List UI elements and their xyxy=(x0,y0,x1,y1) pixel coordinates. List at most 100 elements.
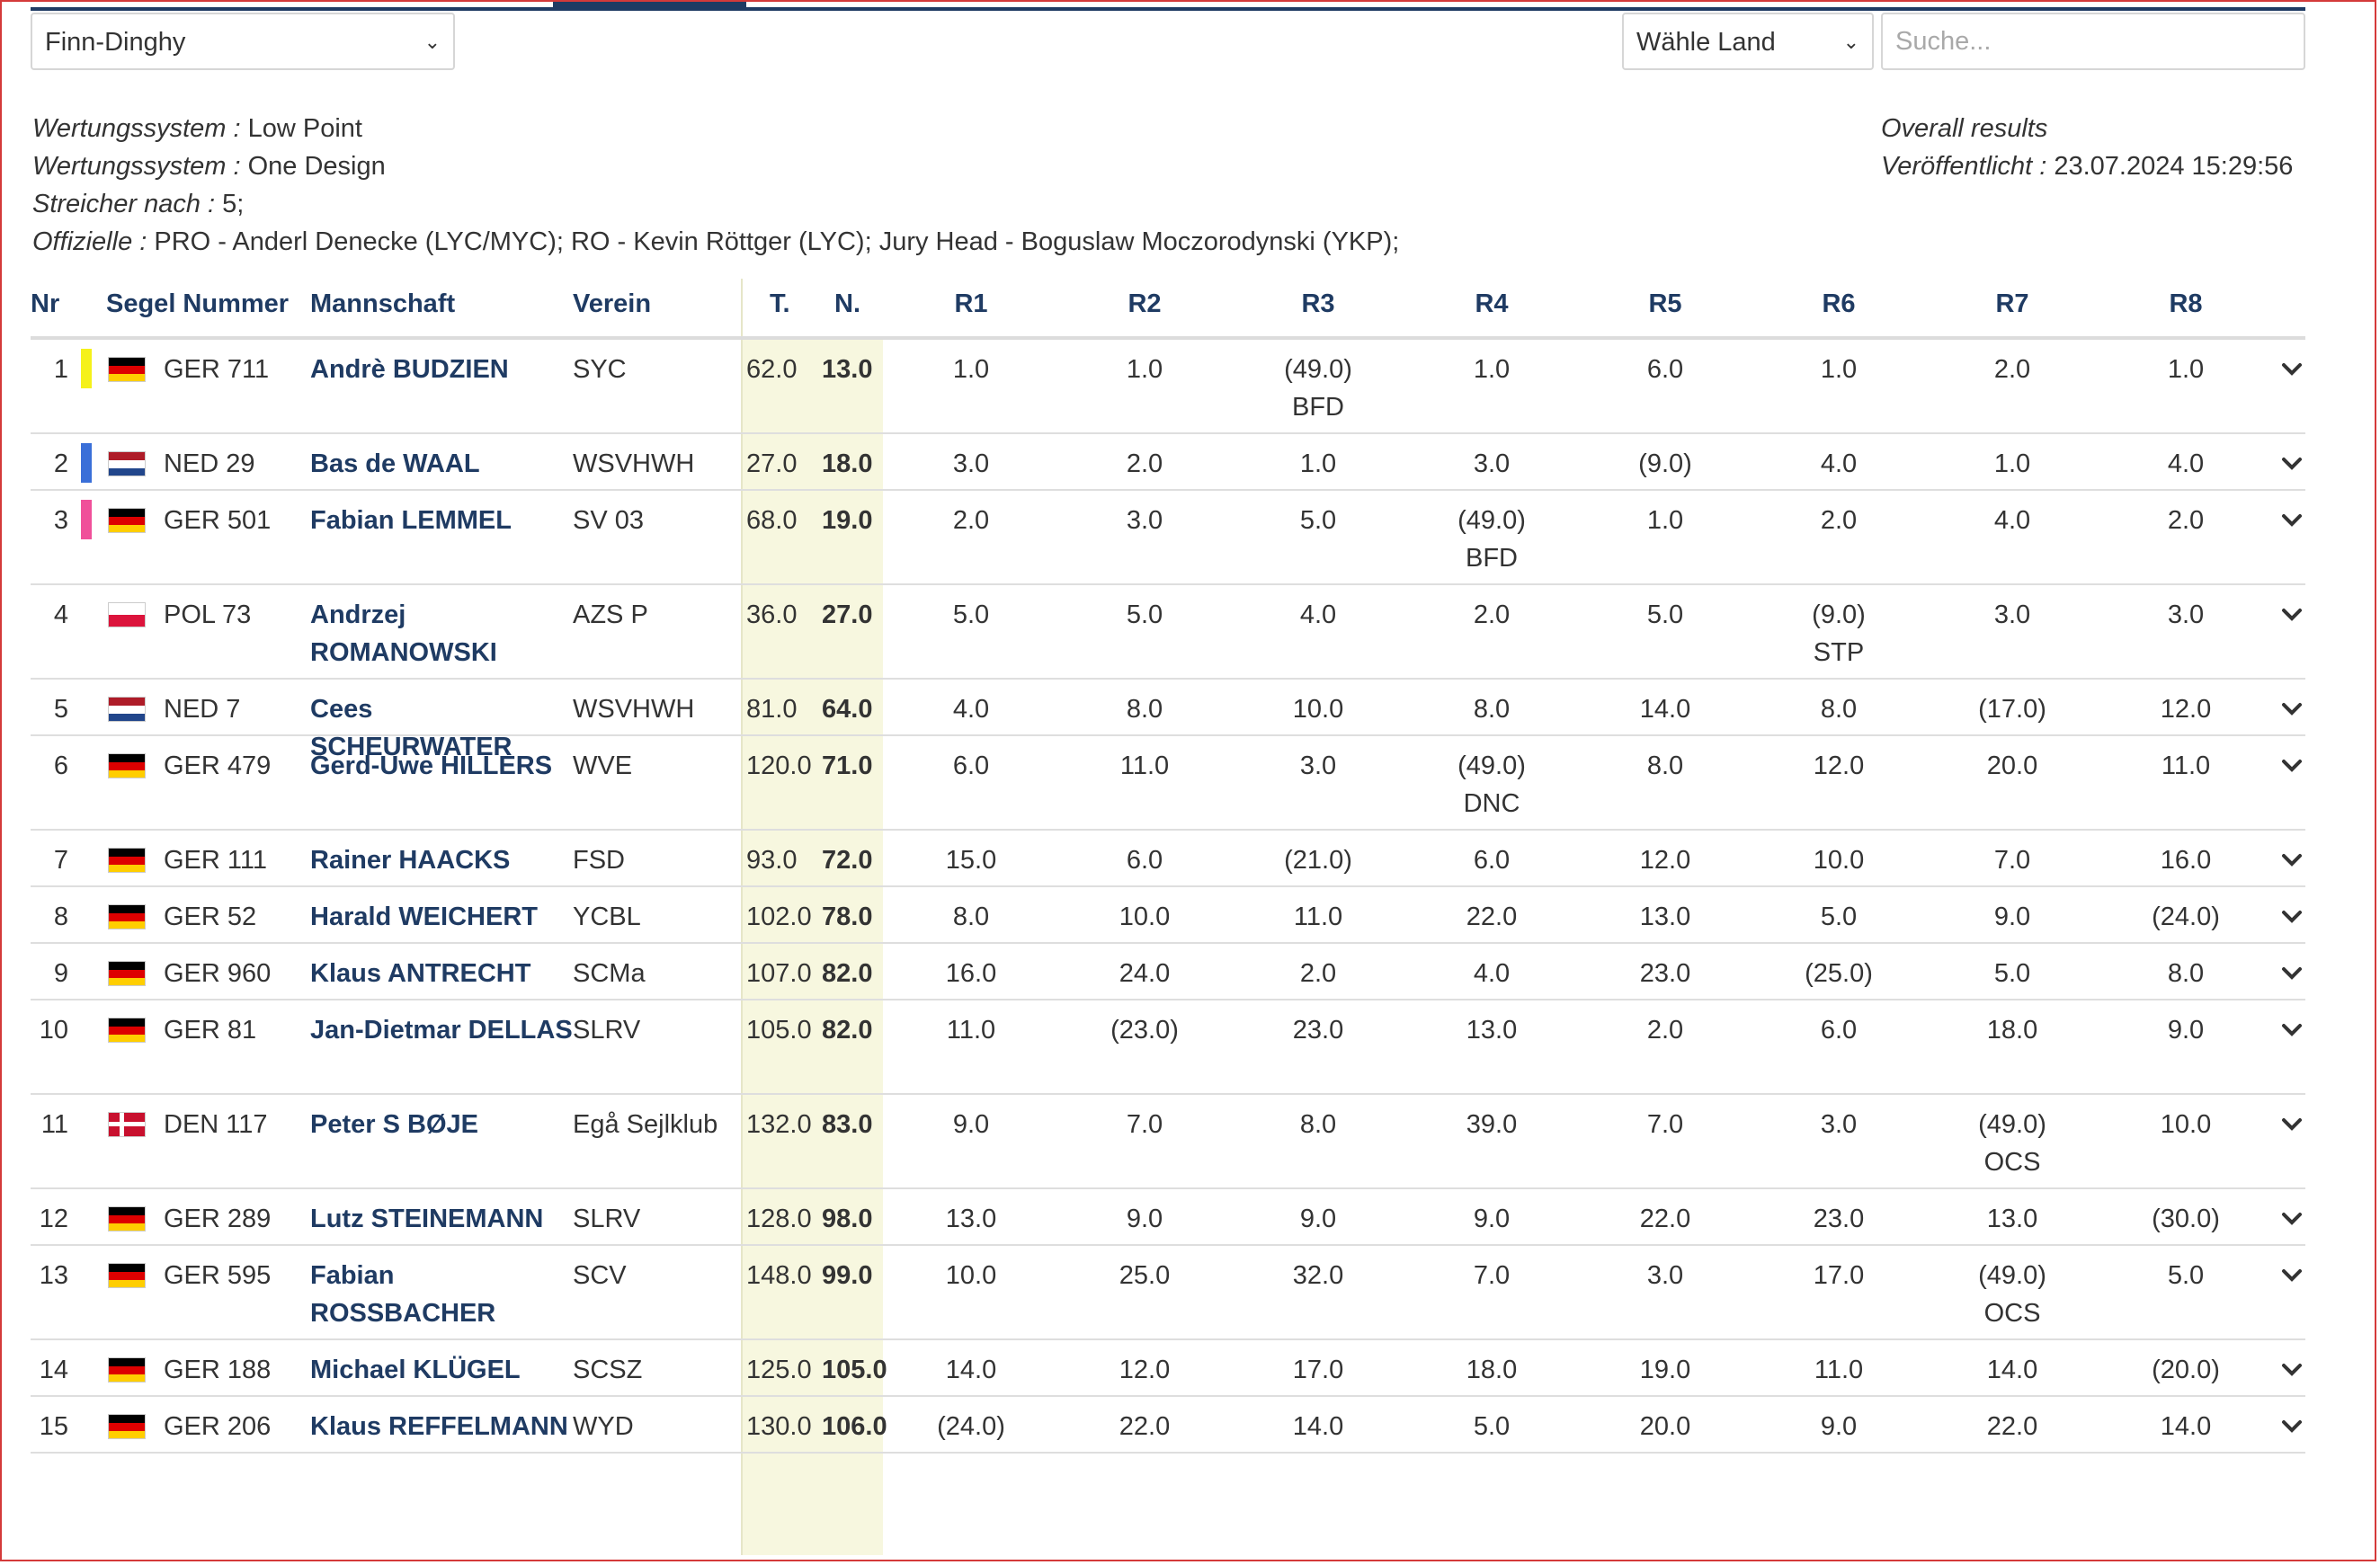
expand-chevron-icon[interactable] xyxy=(2278,1356,2305,1383)
class-select[interactable]: Finn-Dinghy ⌄ xyxy=(31,13,455,70)
table-row[interactable]: 2 NED 29 Bas de WAAL WSVHWH 27.0 18.0 3.0 2.0 1.… xyxy=(31,434,2305,491)
sail-number: GER 206 xyxy=(164,1412,272,1441)
race-score-value: 12.0 xyxy=(2160,695,2212,724)
expand-chevron-icon[interactable] xyxy=(2278,1205,2305,1232)
race-score-value: 2.0 xyxy=(1993,355,2031,384)
table-row[interactable]: 8 GER 52 Harald WEICHERT YCBL 102.0 78.0 8.0 10… xyxy=(31,887,2305,944)
race-score-value: 3.0 xyxy=(1820,1110,1858,1139)
race-score: 10.0 xyxy=(899,1257,1043,1294)
table-row[interactable]: 14 GER 188 Michael KLÜGEL SCSZ 125.0 105.0 14.… xyxy=(31,1340,2305,1397)
race-score-value: 5.0 xyxy=(1299,506,1337,535)
crew-name-link[interactable]: Klaus ANTRECHT xyxy=(310,959,531,988)
table-row[interactable]: 1 GER 711 Andrè BUDZIEN SYC 62.0 13.0 1.0 1.0 (4… xyxy=(31,340,2305,434)
race-score: 5.0 xyxy=(899,596,1043,634)
column-header[interactable]: R4 xyxy=(1475,289,1509,318)
crew-name-link[interactable]: Peter S BØJE xyxy=(310,1110,478,1139)
crew-name-link[interactable]: Lutz STEINEMANN xyxy=(310,1205,544,1233)
crew-name-link[interactable]: Cees SCHEURWATER xyxy=(310,695,513,761)
flag-icon xyxy=(108,602,146,627)
top-nav-active-tab[interactable] xyxy=(553,0,746,9)
expand-chevron-icon[interactable] xyxy=(2278,847,2305,874)
table-row[interactable]: 12 GER 289 Lutz STEINEMANN SLRV 128.0 98.0 13.… xyxy=(31,1189,2305,1246)
table-row[interactable]: 15 GER 206 Klaus REFFELMANN WYD 130.0 106.0 (2… xyxy=(31,1397,2305,1454)
expand-chevron-icon[interactable] xyxy=(2278,601,2305,628)
flag-icon xyxy=(108,1357,146,1383)
race-score: 3.0 xyxy=(1593,1257,1737,1294)
race-score: 10.0 xyxy=(1246,690,1390,728)
rank: 6 xyxy=(53,751,68,780)
crew-name-link[interactable]: Andrzej ROMANOWSKI xyxy=(310,600,497,667)
expand-chevron-icon[interactable] xyxy=(2278,356,2305,383)
sail-number: GER 52 xyxy=(164,903,257,931)
race-score-value: 7.0 xyxy=(1126,1110,1163,1139)
crew-name-link[interactable]: Gerd-Uwe HILLERS xyxy=(310,751,553,780)
expand-chevron-icon[interactable] xyxy=(2278,903,2305,930)
expand-chevron-icon[interactable] xyxy=(2278,1111,2305,1138)
table-row[interactable]: 4 POL 73 Andrzej ROMANOWSKI AZS P 36.0 27.0 5.… xyxy=(31,585,2305,680)
race-score: 9.0 xyxy=(1246,1200,1390,1238)
race-score: 8.0 xyxy=(1593,747,1737,785)
column-header[interactable]: Nr xyxy=(31,289,60,318)
column-header[interactable]: R3 xyxy=(1301,289,1335,318)
crew-name-link[interactable]: Klaus REFFELMANN xyxy=(310,1412,568,1441)
crew-name-link[interactable]: Rainer HAACKS xyxy=(310,846,511,875)
column-header[interactable]: R7 xyxy=(1995,289,2029,318)
country-select[interactable]: Wähle Land ⌄ xyxy=(1622,13,1874,70)
expand-chevron-icon[interactable] xyxy=(2278,1262,2305,1289)
net-points: 27.0 xyxy=(822,600,873,629)
crew-name-link[interactable]: Fabian ROSSBACHER xyxy=(310,1261,496,1328)
expand-chevron-icon[interactable] xyxy=(2278,507,2305,534)
column-header[interactable]: R6 xyxy=(1822,289,1856,318)
race-score: 10.0 xyxy=(1767,841,1911,879)
sail-number: GER 595 xyxy=(164,1261,272,1290)
net-points: 13.0 xyxy=(822,355,873,384)
table-row[interactable]: 10 GER 81 Jan-Dietmar DELLAS SLRV 105.0 82.0 1… xyxy=(31,1000,2305,1095)
race-score-value: (9.0) xyxy=(1638,449,1692,478)
crew-name-link[interactable]: Fabian LEMMEL xyxy=(310,506,512,535)
net-points: 72.0 xyxy=(822,846,873,875)
column-header[interactable]: T. xyxy=(770,289,790,318)
race-score-value: 14.0 xyxy=(1292,1412,1344,1441)
crew-name-link[interactable]: Michael KLÜGEL xyxy=(310,1356,521,1384)
table-row[interactable]: 9 GER 960 Klaus ANTRECHT SCMa 107.0 82.0 16.0 2… xyxy=(31,944,2305,1000)
race-score: 1.0 xyxy=(2114,351,2258,388)
race-score: (25.0) xyxy=(1767,955,1911,992)
table-row[interactable]: 5 NED 7 Cees SCHEURWATER WSVHWH 81.0 64.0 4.0 8… xyxy=(31,680,2305,761)
race-score-value: 1.0 xyxy=(1473,355,1511,384)
total-points: 62.0 xyxy=(746,355,798,384)
column-header[interactable]: R2 xyxy=(1128,289,1162,318)
expand-chevron-icon[interactable] xyxy=(2278,960,2305,987)
search-input[interactable] xyxy=(1881,13,2305,70)
race-score-value: 5.0 xyxy=(952,600,990,629)
column-header[interactable]: Mannschaft xyxy=(310,289,456,318)
club: FSD xyxy=(573,846,625,875)
crew-name-link[interactable]: Harald WEICHERT xyxy=(310,903,538,931)
crew-name-link[interactable]: Jan-Dietmar DELLAS xyxy=(310,1016,573,1045)
race-score-value: 16.0 xyxy=(2160,846,2212,875)
column-header[interactable]: R5 xyxy=(1648,289,1682,318)
sail-number: GER 960 xyxy=(164,959,272,988)
flag-icon xyxy=(108,848,146,873)
table-row[interactable]: 11 DEN 117 Peter S BØJE Egå Sejlklub 132.0 83… xyxy=(31,1095,2305,1189)
crew-name-link[interactable]: Andrè BUDZIEN xyxy=(310,355,509,384)
column-header[interactable]: Verein xyxy=(573,289,652,318)
column-header[interactable]: R1 xyxy=(954,289,988,318)
race-score: 3.0 xyxy=(1073,502,1217,539)
expand-chevron-icon[interactable] xyxy=(2278,752,2305,779)
race-score: 14.0 xyxy=(1246,1408,1390,1445)
expand-chevron-icon[interactable] xyxy=(2278,450,2305,477)
race-score: 12.0 xyxy=(1073,1351,1217,1389)
expand-chevron-icon[interactable] xyxy=(2278,1017,2305,1044)
table-row[interactable]: 6 GER 479 Gerd-Uwe HILLERS WVE 120.0 71.0 6.0 1… xyxy=(31,736,2305,831)
race-score-value: 3.0 xyxy=(2167,600,2205,629)
column-header[interactable]: R8 xyxy=(2169,289,2203,318)
table-row[interactable]: 7 GER 111 Rainer HAACKS FSD 93.0 72.0 15.0 6.0 (… xyxy=(31,831,2305,887)
column-header[interactable]: Segel Nummer xyxy=(106,289,290,318)
expand-chevron-icon[interactable] xyxy=(2278,1413,2305,1440)
race-score-value: 2.0 xyxy=(1820,506,1858,535)
table-row[interactable]: 13 GER 595 Fabian ROSSBACHER SCV 148.0 99.0 10… xyxy=(31,1246,2305,1340)
column-header[interactable]: N. xyxy=(834,289,860,318)
table-row[interactable]: 3 GER 501 Fabian LEMMEL SV 03 68.0 19.0 2.0 3.0… xyxy=(31,491,2305,585)
crew-name-link[interactable]: Bas de WAAL xyxy=(310,449,480,478)
expand-chevron-icon[interactable] xyxy=(2278,696,2305,723)
